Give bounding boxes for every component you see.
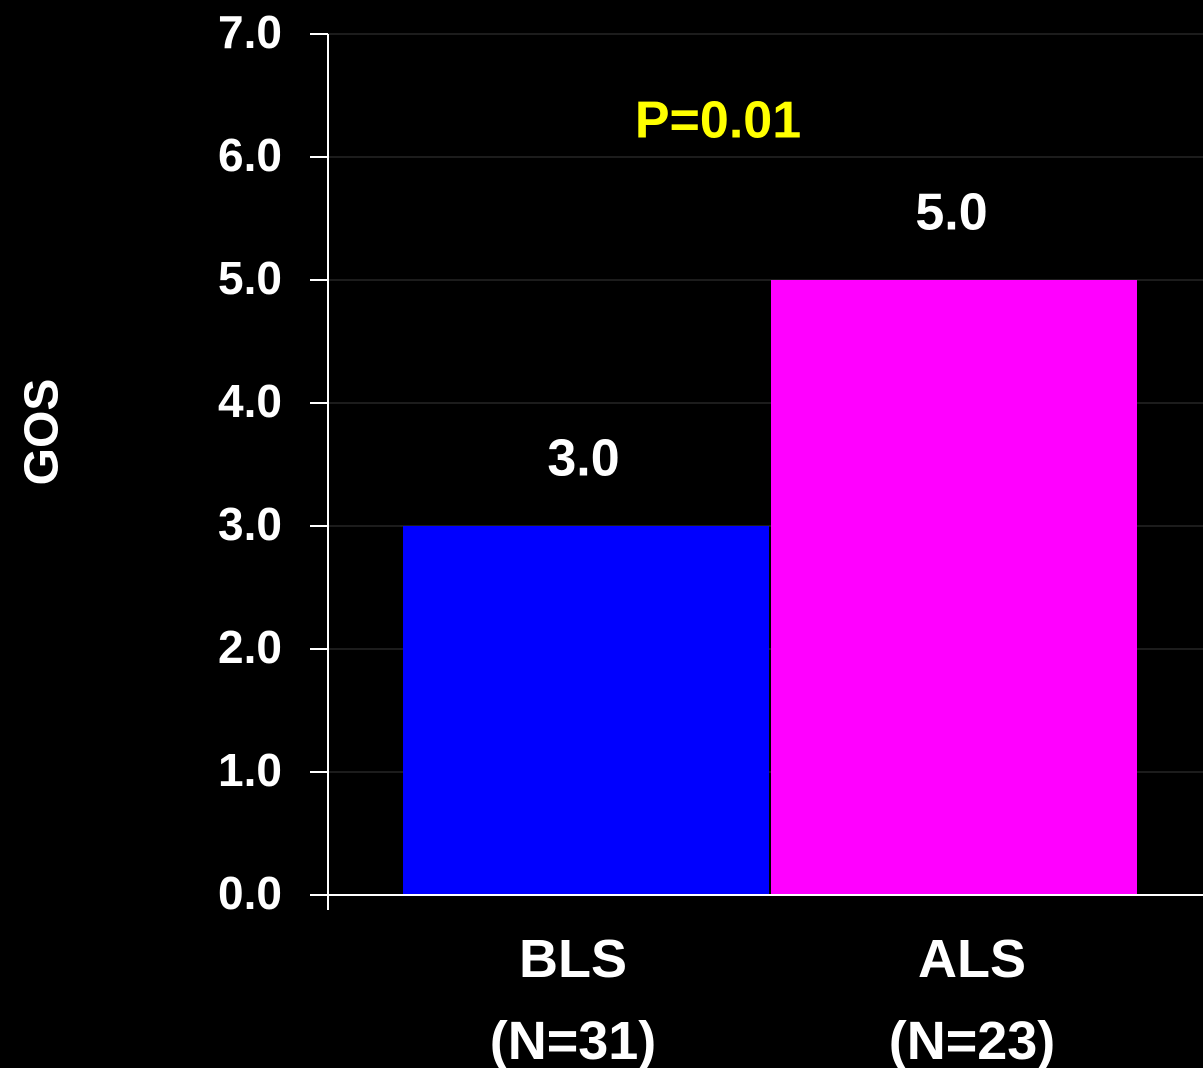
y-tick-label: 4.0 <box>218 375 282 427</box>
y-tick-label: 3.0 <box>218 498 282 550</box>
annotation: P=0.01 <box>635 92 801 150</box>
y-tick-label: 1.0 <box>218 744 282 796</box>
y-tick-label: 0.0 <box>218 867 282 919</box>
y-tick-label: 7.0 <box>218 6 282 58</box>
y-tick-label: 5.0 <box>218 252 282 304</box>
bar <box>403 526 769 895</box>
y-tick-label: 2.0 <box>218 621 282 673</box>
value-label: 5.0 <box>915 184 987 242</box>
x-tick-label: ALS (N=23) <box>888 929 1056 1068</box>
bar <box>771 280 1137 895</box>
y-axis-label: GOS <box>16 379 69 486</box>
x-tick-label: BLS (N=31) <box>489 929 657 1068</box>
value-label: 3.0 <box>547 430 619 488</box>
y-tick-label: 6.0 <box>218 129 282 181</box>
